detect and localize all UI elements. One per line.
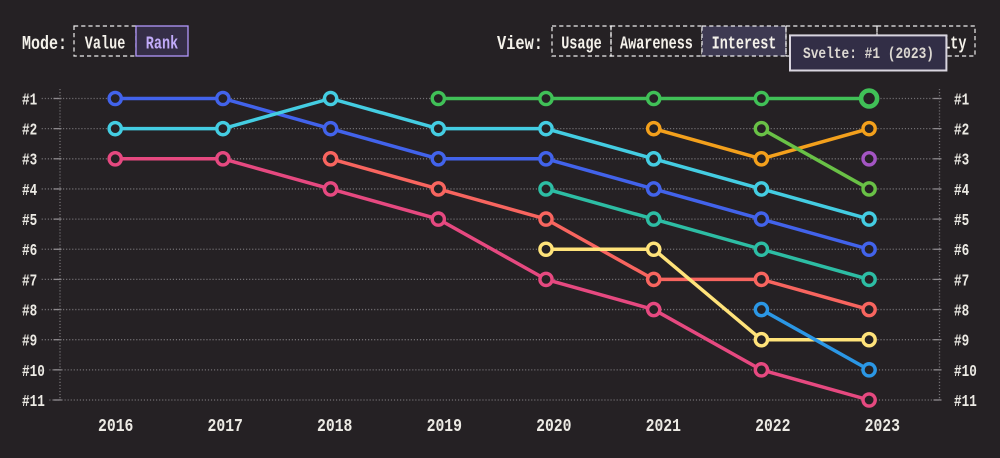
svg-text:2016: 2016	[98, 416, 133, 437]
svg-text:#11: #11	[954, 393, 977, 412]
svg-text:2018: 2018	[317, 416, 352, 437]
svg-text:#7: #7	[22, 272, 37, 291]
svg-text:2023: 2023	[865, 416, 900, 437]
svg-text:#4: #4	[22, 182, 37, 201]
svg-text:#6: #6	[954, 242, 969, 261]
svg-text:Rank: Rank	[146, 35, 179, 55]
svg-text:Value: Value	[85, 35, 126, 55]
svg-text:#6: #6	[22, 242, 37, 261]
svg-text:#4: #4	[954, 182, 969, 201]
svg-text:#8: #8	[954, 302, 969, 321]
svg-text:2021: 2021	[646, 416, 681, 437]
svg-text:2020: 2020	[536, 416, 571, 437]
svg-text:#2: #2	[954, 122, 969, 141]
svg-text:2019: 2019	[427, 416, 462, 437]
svg-text:#3: #3	[954, 152, 969, 171]
svg-text:2017: 2017	[208, 416, 243, 437]
svg-text:#3: #3	[22, 152, 37, 171]
svg-text:#8: #8	[22, 302, 37, 321]
svg-text:Interest: Interest	[712, 35, 777, 55]
svg-text:Awareness: Awareness	[620, 35, 693, 55]
svg-text:#10: #10	[954, 363, 977, 382]
svg-text:#11: #11	[22, 393, 45, 412]
svg-text:#2: #2	[22, 122, 37, 141]
svg-text:View:: View:	[497, 33, 543, 55]
svg-text:Usage: Usage	[561, 35, 602, 55]
svg-text:#1: #1	[22, 91, 37, 110]
svg-text:Svelte: #1 (2023): Svelte: #1 (2023)	[803, 45, 934, 63]
svg-text:#10: #10	[22, 363, 45, 382]
svg-text:#1: #1	[954, 91, 969, 110]
svg-text:#5: #5	[22, 212, 37, 231]
svg-text:#7: #7	[954, 272, 969, 291]
svg-text:Mode:: Mode:	[22, 33, 67, 55]
svg-text:#9: #9	[954, 333, 969, 352]
svg-text:#9: #9	[22, 333, 37, 352]
svg-text:2022: 2022	[755, 416, 790, 437]
svg-text:#5: #5	[954, 212, 969, 231]
